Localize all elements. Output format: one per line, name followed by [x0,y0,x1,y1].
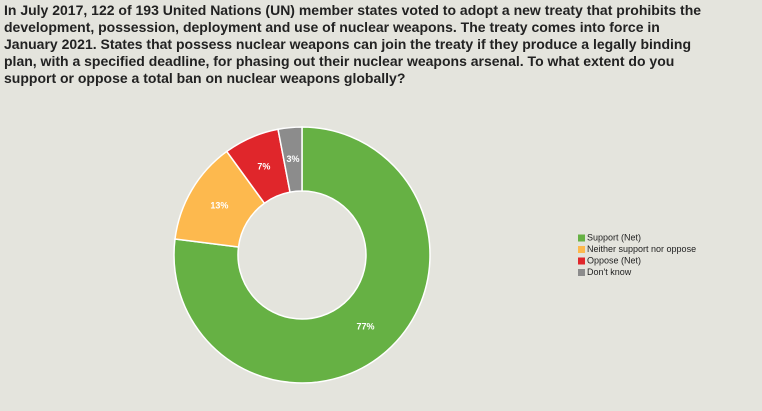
value-label: 77% [356,321,374,331]
legend-swatch [578,269,585,276]
legend-swatch [578,246,585,253]
legend-label: Support (Net) [587,232,641,242]
value-label: 13% [210,201,228,211]
legend-label: Neither support nor oppose [587,244,696,254]
donut-slice [173,126,431,384]
legend-swatch [578,257,585,265]
donut-slice [277,126,303,194]
chart-title: In July 2017, 122 of 193 United Nations … [4,2,702,86]
legend-label: Oppose (Net) [587,255,641,265]
value-label: 7% [257,161,270,171]
legend-label: Don't know [587,267,632,277]
legend-swatch [578,234,585,242]
value-label: 3% [286,154,299,164]
